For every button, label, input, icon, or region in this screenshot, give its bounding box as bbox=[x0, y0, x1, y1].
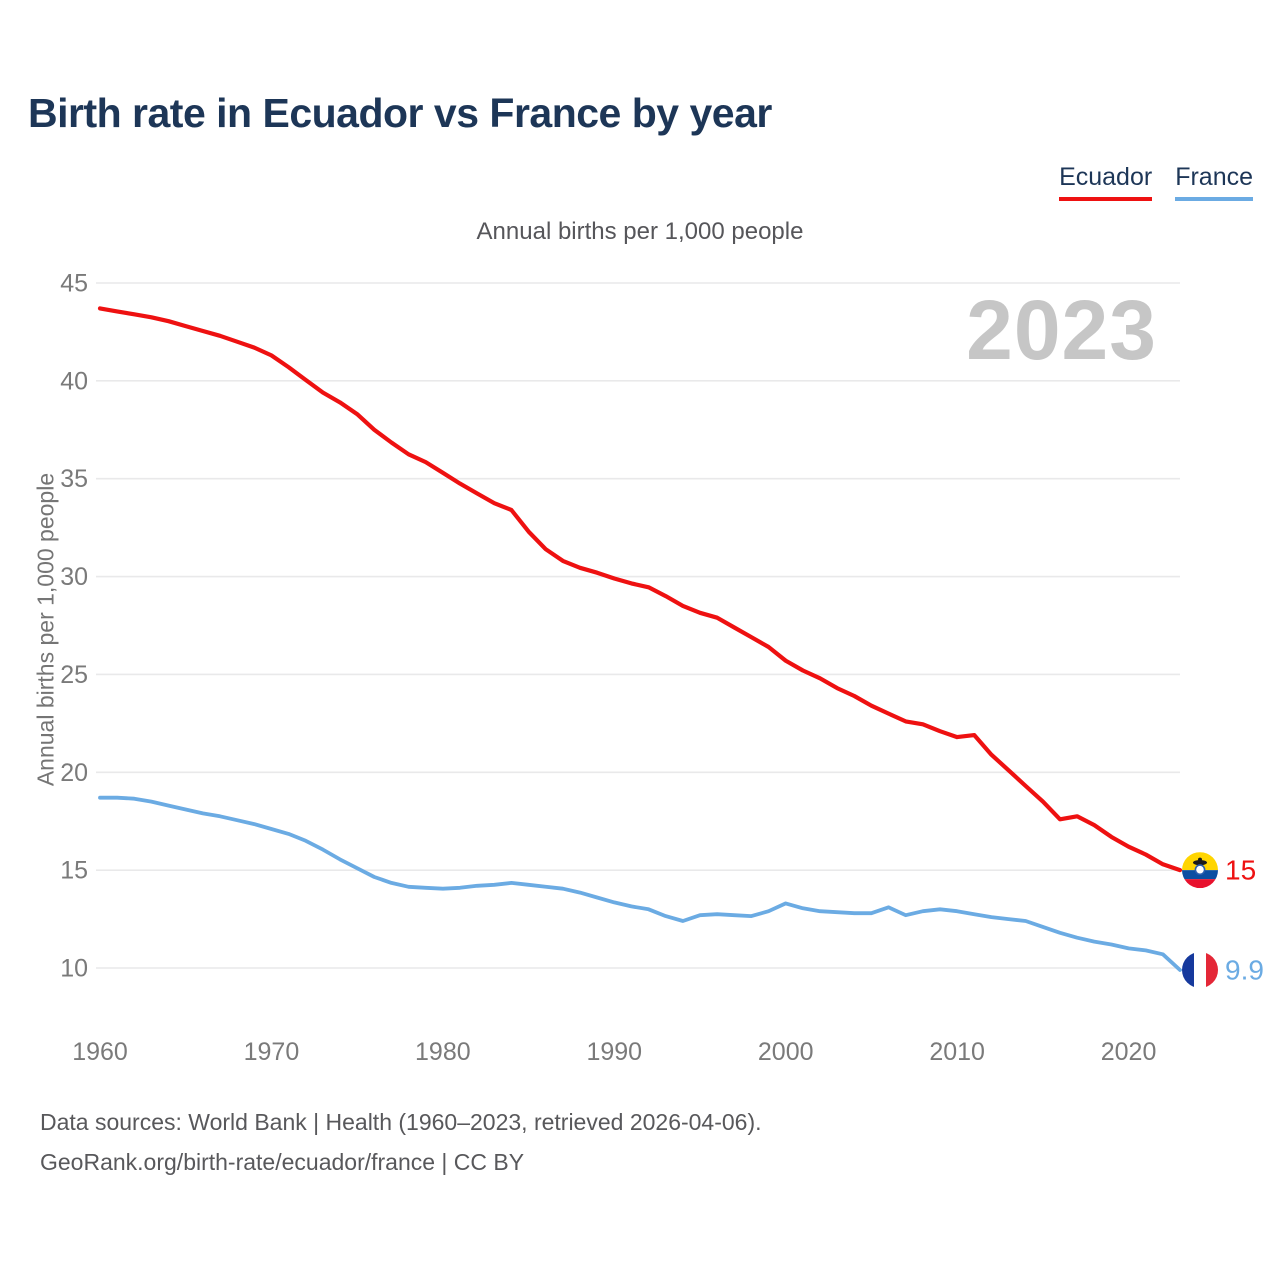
legend-item-france[interactable]: France bbox=[1175, 163, 1253, 201]
france-end-value: 9.9 bbox=[1225, 954, 1264, 985]
x-tick-label: 2020 bbox=[1101, 1038, 1157, 1066]
page-title: Birth rate in Ecuador vs France by year bbox=[28, 90, 772, 136]
x-tick-label: 2010 bbox=[929, 1038, 985, 1066]
x-tick-label: 1990 bbox=[586, 1038, 642, 1066]
x-tick-label: 1980 bbox=[415, 1038, 471, 1066]
chart-subtitle: Annual births per 1,000 people bbox=[476, 218, 804, 245]
y-tick-label: 40 bbox=[60, 367, 88, 395]
y-tick-label: 35 bbox=[60, 465, 88, 493]
legend-item-ecuador[interactable]: Ecuador bbox=[1059, 163, 1153, 201]
data-source-line: Data sources: World Bank | Health (1960–… bbox=[40, 1109, 762, 1135]
attribution-line: GeoRank.org/birth-rate/ecuador/france | … bbox=[40, 1149, 525, 1176]
y-tick-label: 25 bbox=[60, 661, 88, 689]
year-watermark: 2023 bbox=[966, 283, 1157, 377]
legend: Ecuador France bbox=[1059, 163, 1253, 201]
france-flag-icon bbox=[1182, 951, 1218, 988]
y-tick-label: 45 bbox=[60, 270, 88, 298]
y-tick-label: 10 bbox=[60, 955, 88, 983]
x-tick-label: 1970 bbox=[244, 1038, 300, 1066]
ecuador-end-value: 15 bbox=[1225, 855, 1256, 886]
x-tick-label: 2000 bbox=[758, 1038, 814, 1066]
x-tick-label: 1960 bbox=[72, 1038, 128, 1066]
y-tick-label: 30 bbox=[60, 563, 88, 591]
data-source-footer: Data sources: World Bank | Health (1960–… bbox=[40, 1102, 762, 1183]
ecuador-line[interactable] bbox=[97, 306, 1183, 873]
france-line[interactable] bbox=[98, 795, 1182, 972]
ecuador-flag-icon bbox=[1182, 852, 1218, 889]
y-tick-label: 20 bbox=[60, 759, 88, 787]
y-tick-label: 15 bbox=[60, 857, 88, 885]
